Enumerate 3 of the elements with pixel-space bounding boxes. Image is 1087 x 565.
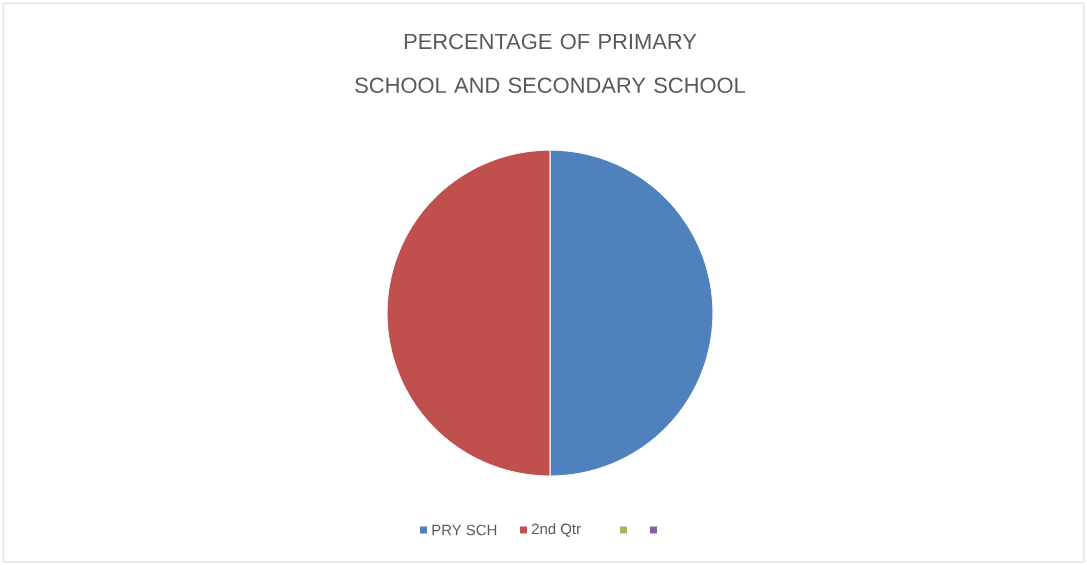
legend-label: 2nd Qtr [531, 523, 581, 537]
legend-label: PRY SCH [432, 524, 497, 536]
chart-title: PERCENTAGE OF PRIMARY SCHOOL AND SECONDARY SCHOOL [355, 33, 746, 93]
